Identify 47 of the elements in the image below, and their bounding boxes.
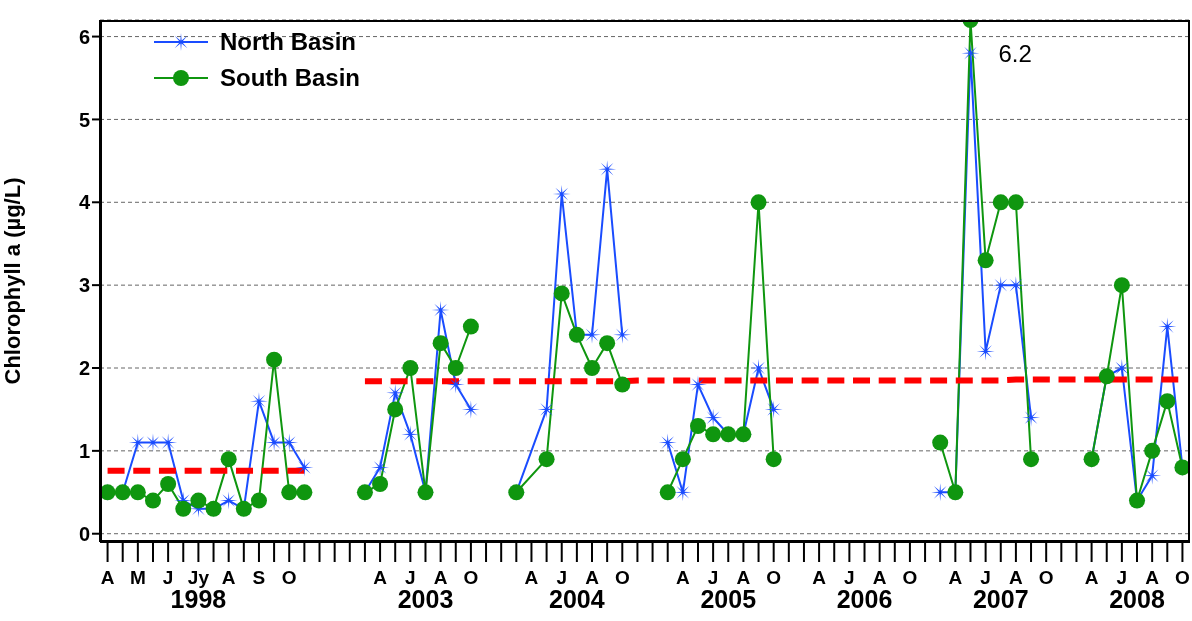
x-tick-label: S [252,567,266,588]
x-tick-label: A [1009,567,1024,588]
text: 2004 [549,585,605,614]
y-tick-label: 3 [78,274,90,297]
x-tick-label: J [980,567,991,588]
x-tick-label: A [872,567,887,588]
x-tick-label: O [281,567,297,588]
y-tick-label: 4 [78,191,91,214]
text: 2007 [972,585,1029,614]
x-tick-label: A [1084,567,1099,588]
text: 2006 [836,585,893,614]
x-tick-label: O [766,567,782,588]
y-tick-label: 1 [78,439,90,462]
x-tick-label: J [556,567,568,588]
x-tick-label: A [373,567,388,588]
x-tick-label: M [129,567,146,588]
legend-label: North Basin [220,28,357,56]
x-tick-label: A [1145,567,1160,588]
y-axis-title: Chlorophyll a (µg/L) [0,177,25,385]
data-label: 6.2 [998,40,1032,67]
x-tick-label: J [1116,567,1128,588]
x-tick-label: O [614,567,630,588]
y-tick-label: 0 [78,522,90,545]
text: 2003 [397,585,454,614]
x-tick-label: A [433,567,448,588]
text: 2008 [1109,585,1165,614]
x-tick-label: J [405,567,416,588]
x-tick-label: J [844,567,855,588]
x-tick-label: J [162,567,174,588]
text: 2005 [700,585,757,614]
legend-label: South Basin [220,64,361,92]
x-tick-label: A [675,567,690,588]
x-tick-label: J [707,567,719,588]
x-tick-label: O [463,567,479,588]
x-tick-label: A [736,567,751,588]
y-tick-label: 6 [78,25,90,48]
x-tick-label: O [1038,567,1054,588]
x-tick-label: A [948,567,963,588]
x-tick-label: O [1175,567,1190,588]
x-tick-label: A [812,567,827,588]
x-tick-label: A [221,567,236,588]
x-tick-label: A [585,567,600,588]
x-tick-label: O [902,567,918,588]
y-tick-label: 2 [78,357,90,380]
y-tick-label: 5 [78,108,90,131]
x-tick-label: A [100,567,115,588]
x-tick-label: A [524,567,539,588]
